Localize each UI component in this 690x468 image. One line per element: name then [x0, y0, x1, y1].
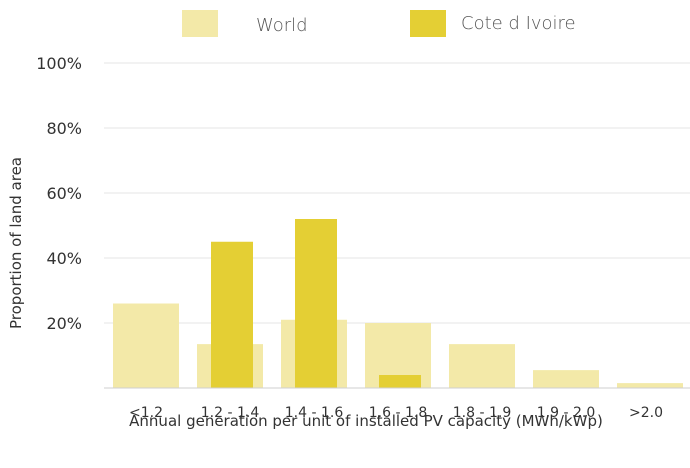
- x-axis-tick-labels: <1.2 1.2 - 1.4 1.4 - 1.6 1.6 - 1.8 1.8 - 1.9…: [129, 405, 663, 421]
- bar-world: [449, 344, 515, 388]
- y-axis-tick-labels: 20% 40% 60% 80% 100%: [36, 54, 82, 333]
- y-axis-title: Proportion of land area: [7, 157, 25, 329]
- bar-cote-d-ivoire: [211, 241, 253, 388]
- y-tick-label: 80%: [46, 119, 82, 138]
- x-tick-label: 1.9 - 2.0: [537, 405, 595, 421]
- x-tick-label: 1.8 - 1.9: [453, 405, 511, 421]
- y-tick-label: 60%: [46, 184, 82, 203]
- x-tick-label: 1.2 - 1.4: [201, 405, 260, 421]
- x-tick-label: 1.6 - 1.8: [369, 405, 427, 421]
- y-tick-label: 100%: [36, 54, 82, 73]
- legend-label-cote-d-ivoire: Cote d Ivoire: [461, 13, 576, 34]
- y-tick-label: 20%: [46, 314, 82, 333]
- gridlines: [104, 62, 690, 324]
- y-tick-label: 40%: [46, 249, 82, 268]
- legend: World Cote d Ivoire: [182, 10, 576, 37]
- bar-world: [533, 370, 599, 388]
- x-tick-label: >2.0: [629, 405, 663, 421]
- bars: [113, 219, 683, 388]
- legend-swatch-cote-d-ivoire: [410, 10, 446, 37]
- legend-label-world: World: [256, 15, 308, 36]
- bar-cote-d-ivoire: [379, 375, 421, 388]
- legend-swatch-world: [182, 10, 218, 37]
- bar-world: [113, 303, 179, 388]
- x-tick-label: 1.4 - 1.6: [285, 405, 344, 421]
- bar-cote-d-ivoire: [295, 219, 337, 388]
- bar-world: [617, 383, 683, 388]
- x-axis-title: Annual generation per unit of installed …: [129, 412, 603, 430]
- x-tick-label: <1.2: [129, 405, 163, 421]
